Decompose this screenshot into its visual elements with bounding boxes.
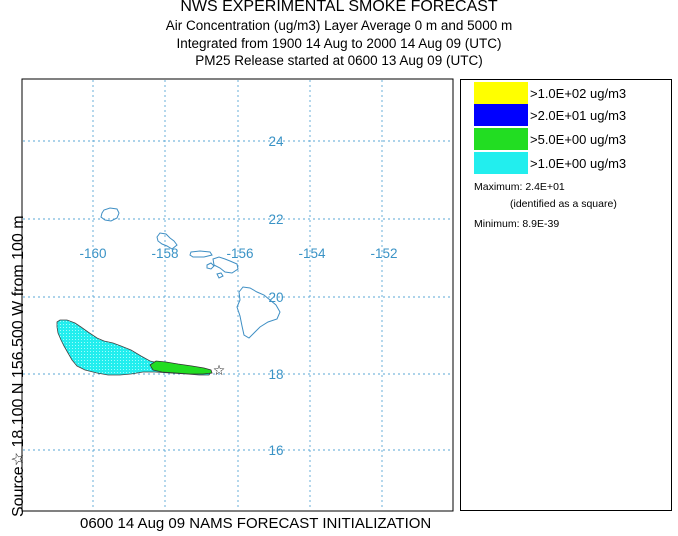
plume-low-concentration: [56, 319, 212, 376]
legend-swatch: [474, 82, 528, 104]
lon-label: -160: [79, 246, 106, 261]
lat-lon-grid: [23, 80, 452, 510]
lanai-island: [206, 262, 215, 270]
legend-label: >5.0E+00 ug/m3: [530, 132, 627, 147]
source-location-label: Source☆ 18.100 N 156.500 W from 100 m: [10, 215, 27, 517]
legend-label: >1.0E+00 ug/m3: [530, 156, 627, 171]
lon-label: -156: [226, 246, 253, 261]
forecast-initialization-label: 0600 14 Aug 09 NAMS FORECAST INITIALIZAT…: [80, 515, 432, 532]
concentration-subtitle: Air Concentration (ug/m3) Layer Average …: [165, 18, 513, 33]
big-island: [236, 286, 281, 339]
source-star-icon: ☆: [213, 363, 226, 379]
legend-swatch: [474, 152, 528, 174]
maximum-note: (identified as a square): [510, 198, 617, 210]
oahu-island: [156, 232, 178, 250]
legend-swatch: [474, 104, 528, 126]
lat-label: 16: [268, 443, 283, 458]
maui-island: [212, 256, 239, 274]
map-frame: [21, 78, 454, 512]
lat-label: 22: [268, 212, 283, 227]
legend-label: >2.0E+01 ug/m3: [530, 108, 627, 123]
lat-label: 18: [268, 367, 283, 382]
minimum-value: Minimum: 8.9E-39: [474, 218, 560, 230]
kahoolawe-island: [216, 272, 224, 279]
kauai-island: [100, 207, 120, 222]
lon-label: -154: [298, 246, 326, 261]
release-info: PM25 Release started at 0600 13 Aug 09 (…: [195, 53, 483, 68]
integration-period: Integrated from 1900 14 Aug to 2000 14 A…: [176, 36, 502, 51]
molokai-island: [189, 250, 213, 258]
lat-label: 24: [268, 134, 284, 149]
maximum-value: Maximum: 2.4E+01: [474, 181, 565, 193]
forecast-title: NWS EXPERIMENTAL SMOKE FORECAST: [180, 0, 498, 15]
lon-label: -158: [151, 246, 178, 261]
legend-swatch: [474, 128, 528, 150]
legend-panel: >1.0E+02 ug/m3 >2.0E+01 ug/m3 >5.0E+00 u…: [460, 79, 672, 511]
lat-label: 20: [268, 290, 283, 305]
smoke-plume: [56, 319, 213, 376]
legend-label: >1.0E+02 ug/m3: [530, 86, 627, 101]
lon-label: -152: [370, 246, 397, 261]
plume-high-concentration: [149, 360, 213, 375]
hawaii-coastlines: [100, 207, 281, 339]
